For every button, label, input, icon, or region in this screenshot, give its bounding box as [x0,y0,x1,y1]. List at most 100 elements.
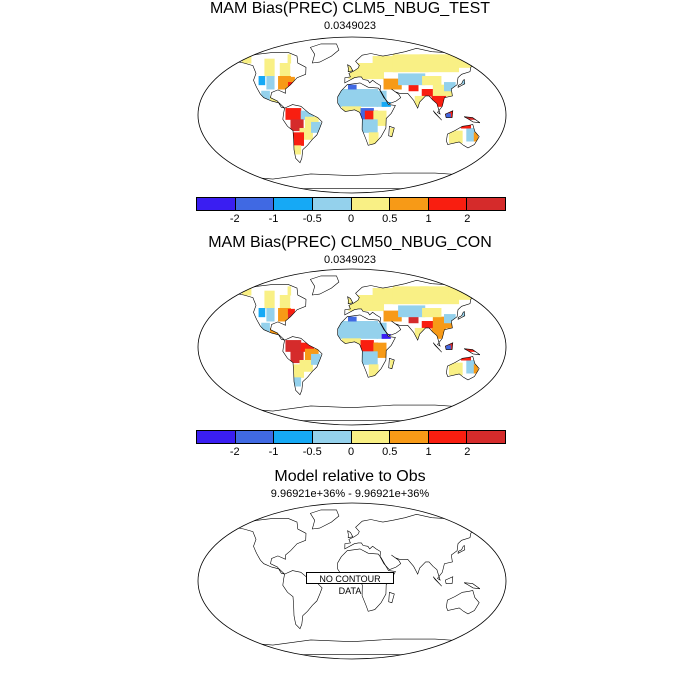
coastline [457,310,466,320]
bias-cell [299,360,313,372]
bias-cell [421,89,437,97]
bias-cell [347,84,357,90]
panel2-title: MAM Bias(PREC) CLM50_NBUG_CON [208,234,492,251]
bias-cell [431,95,447,107]
colorbar-tick-label: 2 [464,213,471,225]
bias-cell [279,63,291,77]
colorbar-tick-label: 0 [347,446,355,458]
bias-cell [422,308,442,318]
coastline [444,110,454,118]
colorbar-swatch [467,198,505,210]
coastline [337,82,396,146]
coastline [444,342,454,350]
bias-cell [446,345,451,351]
bias-cell [392,286,429,305]
bias-cell [448,56,479,68]
coastline [337,314,396,378]
coastline [309,43,340,64]
bias-cell [460,356,472,361]
bias-cell [383,78,402,90]
bias-cell [408,316,419,324]
colorbar-swatch [428,431,468,443]
bias-cell [287,76,295,83]
colorbar-tick-label: -0.5 [302,446,322,458]
bias-cell [431,327,447,339]
bias-cell [448,130,463,144]
bias-cells [242,54,479,155]
colorbar-tick-label: 2 [464,446,471,458]
coastline [344,47,477,115]
bias-cell [364,110,379,120]
bias-cell [376,322,387,339]
colorbar-swatch [274,431,313,443]
colorbar-swatch [312,431,352,443]
bias-cell [448,288,479,300]
coastline [463,582,481,590]
colorbar-tick-label: -1 [268,213,279,225]
colorbar-swatch [467,431,505,443]
panel1-title: MAM Bias(PREC) CLM5_NBUG_TEST [209,0,491,17]
bias-cell [258,76,266,86]
panel1-map [196,35,508,195]
bias-cell [258,308,266,318]
bias-cell [242,56,252,64]
bias-cell [278,308,291,322]
bias-cell [300,110,315,120]
bias-cell [372,56,399,73]
coastline [347,530,354,539]
colorbar-tick-label: 0 [347,213,355,225]
coastline [309,509,340,530]
bias-cell [242,288,252,296]
bias-cell [444,314,456,324]
panel2-colorbar [196,430,506,444]
colorbar-tick-label: 0.5 [382,446,398,458]
bias-cell [287,54,292,64]
coastline [229,638,475,655]
bias-cell [362,351,378,365]
colorbar-swatch [351,198,391,210]
bias-cell [444,82,456,92]
panel1-subtitle: 0.0349023 [324,20,376,32]
bias-cell [266,308,275,322]
bias-cell [398,305,426,318]
colorbar-swatch [197,431,236,443]
colorbar-swatch [312,198,352,210]
panel1-colorbar-labels: -2 -1 -0.5 0 0.5 1 2 [196,213,506,227]
panel3-subtitle: 9.96921e+36% - 9.96921e+36% [270,488,430,500]
bias-cell [264,58,275,77]
bias-cell [338,321,379,339]
bias-cell [285,108,302,120]
bias-cell [368,132,379,145]
bias-cell [264,290,275,309]
coastline [446,124,480,149]
bias-cell [279,295,291,309]
bias-cell [362,119,378,133]
coastline [444,576,454,584]
colorbar-swatch [235,198,275,210]
bias-cell [364,342,379,352]
bias-cell [287,308,295,315]
coastline [457,544,466,554]
bias-cell [376,90,387,107]
bias-cell [381,102,391,107]
bias-cell [383,310,402,322]
bias-cell [311,353,321,365]
bias-cell [372,288,399,305]
coastline [344,513,477,581]
bias-cell [432,84,453,97]
bias-cell [421,321,437,329]
colorbar-swatch [274,198,313,210]
coastline [309,275,340,296]
bias-cell [299,128,313,140]
bias-cell [285,340,302,352]
panel1-colorbar [196,197,506,211]
bias-cell [341,106,362,113]
coastline [282,104,323,164]
bias-cell [466,360,476,374]
no-contour-data-label: NO CONTOUR DATA [306,572,394,596]
bias-cell [338,89,379,107]
bias-cell [290,351,304,364]
bias-cell [390,128,395,138]
colorbar-swatch [428,198,468,210]
coastline [457,78,466,88]
